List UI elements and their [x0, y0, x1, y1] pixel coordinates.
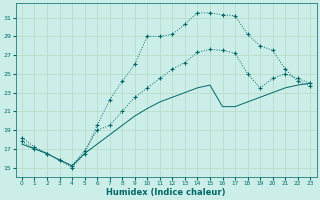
X-axis label: Humidex (Indice chaleur): Humidex (Indice chaleur): [106, 188, 226, 197]
